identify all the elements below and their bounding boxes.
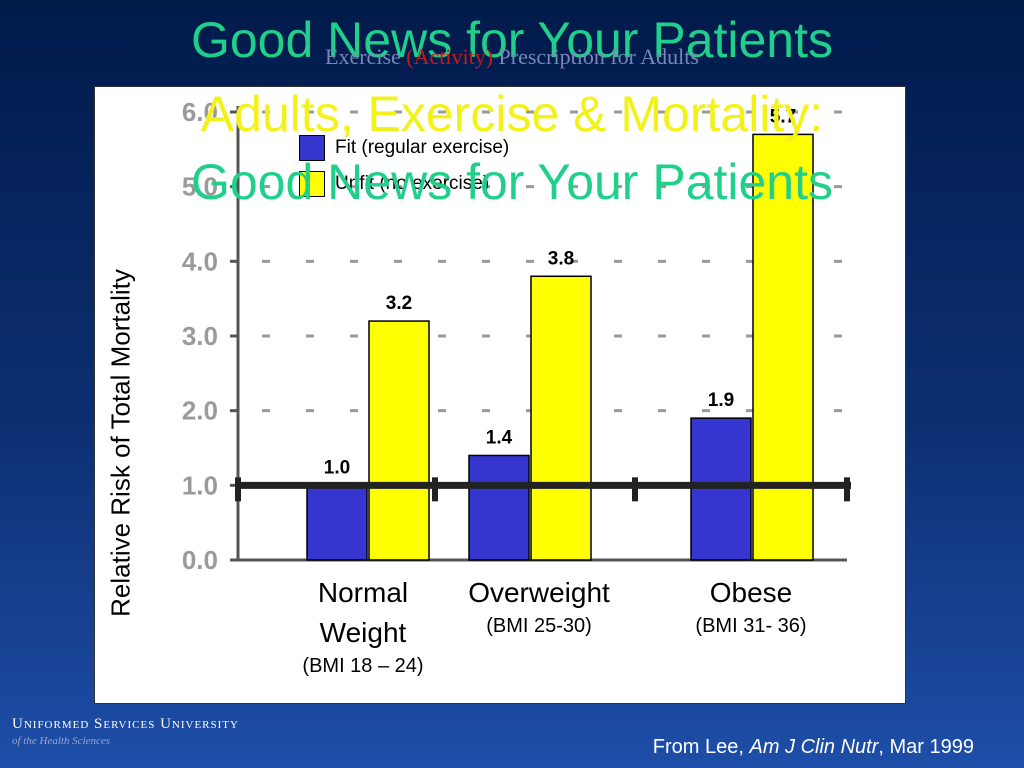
x-category-overweight: Overweight (BMI 25-30) — [439, 573, 639, 639]
citation-journal: Am J Clin Nutr — [749, 736, 879, 758]
legend-item-unfit: Unfit (no exercise) — [299, 171, 489, 197]
legend-item-fit: Fit (regular exercise) — [299, 135, 509, 161]
x-category-name-line: Weight — [319, 617, 407, 648]
slide-title-line-2: Adults, Exercise & Mortality: — [200, 86, 824, 142]
data-label: 3.8 — [548, 248, 574, 269]
y-tick-label: 2.0 — [182, 396, 218, 426]
citation: From Lee, Am J Clin Nutr, Mar 1999 — [653, 736, 974, 759]
y-tick-label: 4.0 — [182, 246, 218, 276]
y-tick-label: 0.0 — [182, 545, 218, 575]
subtitle-pre: Exercise — [325, 44, 407, 69]
data-label: 1.0 — [324, 457, 350, 478]
subtitle-highlight: (Activity) — [406, 44, 494, 69]
x-category-name-line: Normal — [317, 577, 409, 608]
data-label: 5.7 — [770, 106, 796, 127]
y-tick-label: 1.0 — [182, 470, 218, 500]
institution-subname: of the Health Sciences — [12, 735, 111, 747]
data-label: 1.9 — [708, 390, 734, 411]
bar-chart: 0.0 1.0 2.0 3.0 4.0 5.0 6.0 1.0 1.4 1.9 3.2 3.8 5.7 — [182, 97, 851, 575]
x-category-obese: Obese (BMI 31- 36) — [661, 573, 841, 639]
bar-fit — [690, 417, 752, 561]
legend-swatch-unfit — [299, 171, 325, 197]
chart-panel: 0.0 1.0 2.0 3.0 4.0 5.0 6.0 1.0 1.4 1.9 3.2 3.8 5.7… — [94, 86, 906, 704]
y-tick-label: 6.0 — [182, 97, 218, 127]
slide-subtitle: Exercise (Activity) Prescription for Adu… — [0, 44, 1024, 70]
y-tick-label: 5.0 — [182, 172, 218, 202]
bar-unfit — [530, 275, 592, 561]
subtitle-post: Prescription for Adults — [493, 44, 699, 69]
bar-fit — [306, 484, 368, 561]
institution-logo: Uniformed Services University of the Hea… — [12, 716, 239, 747]
x-category-bmi: (BMI 18 – 24) — [302, 655, 424, 677]
x-category-normal-weight: Normal Weight (BMI 18 – 24) — [283, 573, 443, 679]
chart-bars — [306, 133, 814, 561]
data-label: 1.4 — [486, 427, 513, 448]
y-axis-label: Relative Risk of Total Mortality — [105, 269, 136, 617]
legend-swatch-fit — [299, 135, 325, 161]
bar-unfit — [368, 320, 430, 561]
x-category-bmi: (BMI 25-30) — [486, 615, 592, 637]
citation-pre: From Lee, — [652, 736, 750, 758]
bar-unfit — [752, 133, 814, 561]
chart-data-labels: 1.0 1.4 1.9 3.2 3.8 5.7 — [324, 106, 796, 478]
slide-title-line-1: Good News for Your Patients — [190, 12, 834, 68]
y-tick-label: 3.0 — [182, 321, 218, 351]
institution-name: Uniformed Services University — [12, 716, 239, 732]
bar-fit — [468, 454, 530, 561]
x-category-name-line: Obese — [709, 577, 793, 608]
legend-label-unfit: Unfit (no exercise) — [335, 173, 490, 195]
x-category-bmi: (BMI 31- 36) — [695, 615, 807, 637]
chart-axes: 0.0 1.0 2.0 3.0 4.0 5.0 6.0 — [182, 97, 847, 575]
x-category-name-line: Overweight — [468, 577, 610, 608]
slide-title-line-3: Good News for Your Patients — [190, 154, 834, 210]
reference-line-group — [235, 477, 851, 502]
data-label: 3.2 — [386, 293, 412, 314]
citation-post: , Mar 1999 — [878, 736, 974, 758]
legend-label-fit: Fit (regular exercise) — [335, 137, 510, 159]
